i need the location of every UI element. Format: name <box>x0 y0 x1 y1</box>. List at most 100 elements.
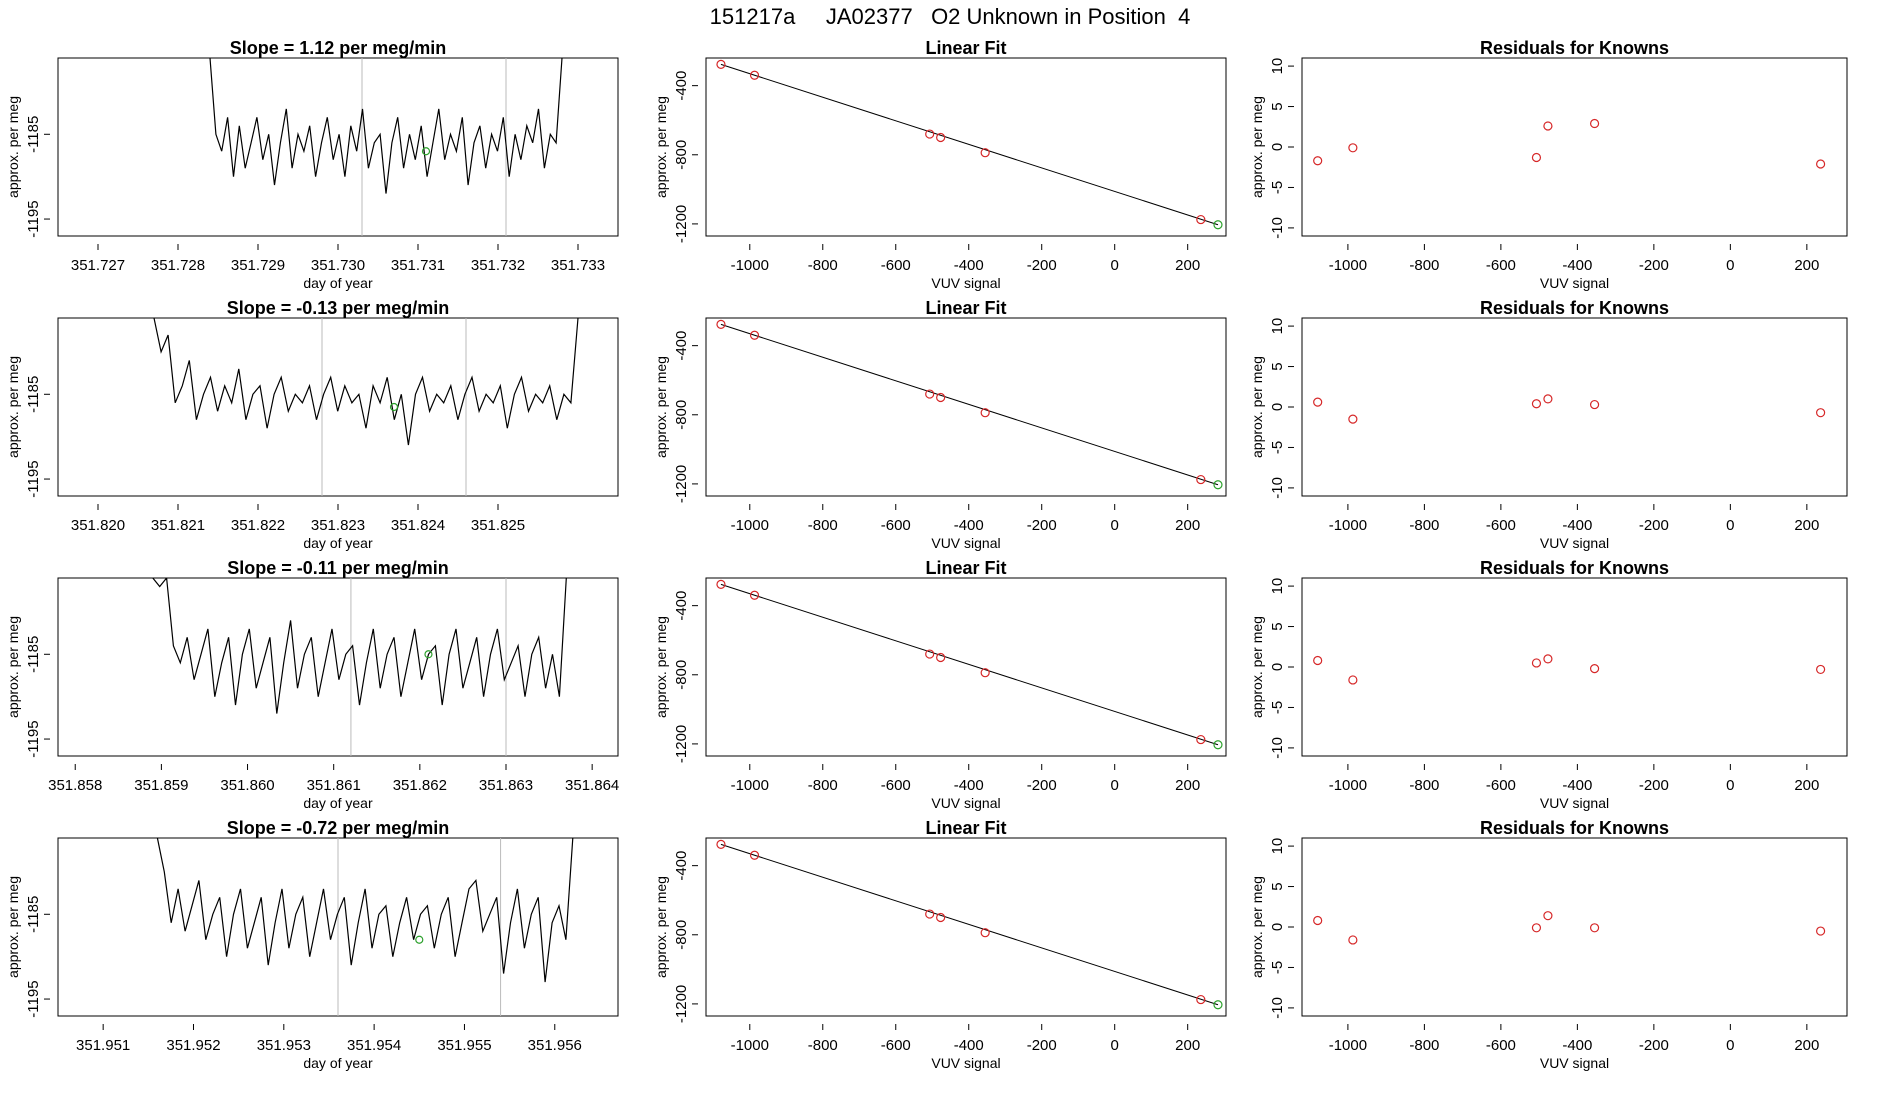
linear_fit-1-x-axis-label: VUV signal <box>931 275 1000 291</box>
residuals-3-x-tick-label: -200 <box>1639 777 1669 794</box>
residuals-4-residual-point <box>1543 911 1553 921</box>
timeseries-1-x-tick-label: 351.729 <box>231 257 285 274</box>
linear_fit-3-x-tick-label: -1000 <box>731 777 769 794</box>
residuals-4-x-axis-label: VUV signal <box>1540 1055 1609 1071</box>
residuals-1-residual-point <box>1531 152 1542 163</box>
residuals-3-residual-point <box>1543 654 1553 664</box>
residuals-2-y-axis-label: approx. per meg <box>1249 356 1265 458</box>
linear_fit-2-x-tick-label: -200 <box>1027 517 1057 534</box>
residuals-4-x-tick-label: -1000 <box>1329 1037 1367 1054</box>
timeseries-4-x-axis-label: day of year <box>303 1055 373 1071</box>
timeseries-2-plot-area <box>153 318 579 496</box>
linear_fit-4-title: Linear Fit <box>925 818 1006 838</box>
linear_fit-4-x-tick-label: 0 <box>1111 1037 1119 1054</box>
linear_fit-4-known-point <box>716 839 726 849</box>
linear_fit-1-known-point <box>749 70 760 80</box>
residuals-2-x-tick-label: -600 <box>1486 517 1516 534</box>
timeseries-1-y-tick-label: -1185 <box>25 116 42 153</box>
residuals-1-x-tick-label: -400 <box>1562 257 1592 274</box>
timeseries-4-y-axis-label: approx. per meg <box>5 876 21 978</box>
linear_fit-4-known-point <box>1196 994 1206 1005</box>
residuals-2-residual-point <box>1589 399 1600 410</box>
timeseries-4-data-line <box>156 838 574 983</box>
timeseries-3-x-tick-label: 351.862 <box>393 777 447 794</box>
residuals-4-residual-point <box>1589 923 1600 933</box>
timeseries-2-x-tick-label: 351.822 <box>231 517 285 534</box>
linear_fit-2-x-tick-label: -600 <box>881 517 911 534</box>
linear_fit-3-y-tick-label: -400 <box>673 591 690 621</box>
residuals-1-y-tick-label: -10 <box>1269 217 1286 239</box>
linear_fit-2-y-tick-label: -1200 <box>673 465 690 503</box>
residuals-3-y-tick-label: 5 <box>1269 622 1286 630</box>
linear_fit-3-x-tick-label: -400 <box>954 777 984 794</box>
linear_fit-2-known-point <box>925 389 935 399</box>
linear_fit-2-x-tick-label: 0 <box>1111 517 1119 534</box>
timeseries-3-x-tick-label: 351.859 <box>134 777 188 794</box>
timeseries-2-data-line <box>153 318 579 446</box>
residuals-2-x-tick-label: -1000 <box>1329 517 1367 534</box>
timeseries-1-plot-area <box>209 58 563 236</box>
residuals-2-residual-point <box>1313 397 1323 407</box>
residuals-2-y-tick-label: 10 <box>1269 318 1286 335</box>
linear_fit-3-plot-frame <box>705 577 1227 757</box>
linear_fit-2-x-tick-label: 200 <box>1175 517 1200 534</box>
residuals-4-y-tick-label: 0 <box>1269 923 1286 931</box>
linear_fit-3-y-tick-label: -800 <box>673 660 690 690</box>
residuals-1-y-tick-label: 10 <box>1269 58 1286 75</box>
linear_fit-2-fit-line <box>720 323 1219 486</box>
residuals-3-y-tick-label: 10 <box>1269 578 1286 595</box>
linear_fit-3-y-axis-label: approx. per meg <box>653 616 669 718</box>
timeseries-2-x-tick-label: 351.820 <box>71 517 125 534</box>
linear_fit-4-x-tick-label: -800 <box>808 1037 838 1054</box>
residuals-1-x-tick-label: -600 <box>1486 257 1516 274</box>
timeseries-3-x-tick-label: 351.863 <box>479 777 533 794</box>
timeseries-3-x-tick-label: 351.864 <box>565 777 619 794</box>
timeseries-1-unknown-point <box>421 147 431 156</box>
timeseries-2-y-axis-label: approx. per meg <box>5 356 21 458</box>
residuals-1-y-tick-label: 0 <box>1269 143 1286 151</box>
linear_fit-3-plot-area <box>716 579 1223 750</box>
linear_fit-4-y-axis-label: approx. per meg <box>653 876 669 978</box>
residuals-2-residual-point <box>1531 399 1542 409</box>
linear_fit-2-y-axis-label: approx. per meg <box>653 356 669 458</box>
residuals-2-y-tick-label: -10 <box>1269 477 1286 499</box>
residuals-1-x-tick-label: 200 <box>1794 257 1819 274</box>
linear_fit-3-known-point <box>716 579 726 589</box>
linear_fit-4-plot-frame <box>705 837 1227 1017</box>
timeseries-1-x-tick-label: 351.732 <box>471 257 525 274</box>
timeseries-1-y-axis-label: approx. per meg <box>5 96 21 198</box>
linear_fit-1-known-point <box>1196 214 1206 225</box>
linear_fit-3-x-tick-label: -200 <box>1027 777 1057 794</box>
linear_fit-3-x-axis-label: VUV signal <box>931 795 1000 811</box>
timeseries-3-x-tick-label: 351.860 <box>220 777 274 794</box>
timeseries-1-x-tick-label: 351.728 <box>151 257 205 274</box>
residuals-2-x-tick-label: -200 <box>1639 517 1669 534</box>
timeseries-4-x-tick-label: 351.954 <box>347 1037 401 1054</box>
timeseries-3-y-tick-label: -1185 <box>25 636 42 673</box>
timeseries-1-plot-frame <box>57 57 619 237</box>
linear_fit-1-x-tick-label: -800 <box>808 257 838 274</box>
timeseries-4-y-tick-label: -1195 <box>25 980 42 1017</box>
timeseries-4-title: Slope = -0.72 per meg/min <box>227 818 450 838</box>
residuals-4-x-tick-label: -400 <box>1562 1037 1592 1054</box>
residuals-3-y-axis-label: approx. per meg <box>1249 616 1265 718</box>
residuals-4-y-tick-label: -10 <box>1269 997 1286 1019</box>
residuals-3-y-tick-label: -10 <box>1269 737 1286 759</box>
residuals-2-x-tick-label: -800 <box>1409 517 1439 534</box>
residuals-3-x-tick-label: -1000 <box>1329 777 1367 794</box>
linear_fit-1-fit-line <box>720 63 1219 226</box>
linear_fit-1-x-tick-label: 0 <box>1111 257 1119 274</box>
residuals-2-title: Residuals for Knowns <box>1480 298 1669 318</box>
linear_fit-4-unknown-point <box>1213 1000 1223 1010</box>
linear_fit-1-y-axis-label: approx. per meg <box>653 96 669 198</box>
residuals-3-x-tick-label: 0 <box>1726 777 1734 794</box>
timeseries-1-title: Slope = 1.12 per meg/min <box>230 38 447 58</box>
timeseries-4-x-tick-label: 351.953 <box>257 1037 311 1054</box>
residuals-3-y-tick-label: -5 <box>1269 701 1286 714</box>
linear_fit-1-plot-frame <box>705 57 1227 237</box>
linear_fit-4-y-tick-label: -1200 <box>673 985 690 1023</box>
linear_fit-1-y-tick-label: -400 <box>673 71 690 101</box>
linear_fit-2-x-tick-label: -1000 <box>731 517 769 534</box>
residuals-1-y-tick-label: 5 <box>1269 102 1286 110</box>
linear_fit-4-known-point <box>749 850 760 860</box>
